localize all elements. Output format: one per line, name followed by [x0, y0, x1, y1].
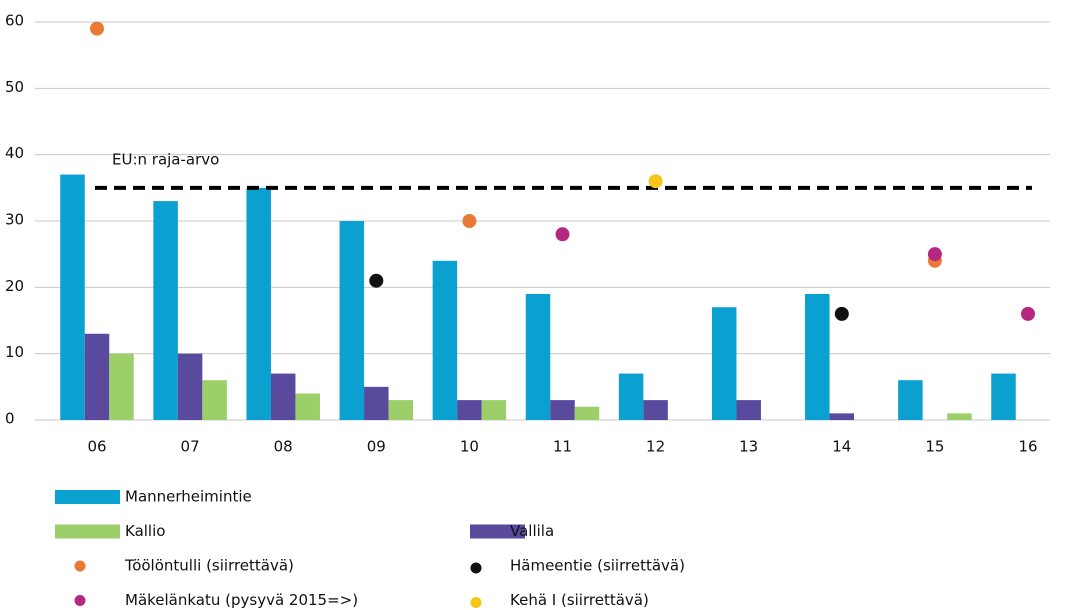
x-tick-label: 13 — [739, 438, 758, 456]
x-tick-label: 11 — [553, 438, 572, 456]
bar — [60, 174, 85, 420]
legend-label: Töölöntulli (siirrettävä) — [124, 557, 294, 575]
bar — [829, 413, 855, 420]
bar — [295, 393, 320, 420]
x-tick-label: 08 — [274, 438, 293, 456]
bar — [711, 307, 737, 420]
y-tick-label: 10 — [5, 343, 24, 361]
legend-marker — [470, 562, 482, 574]
bar — [339, 221, 365, 420]
bar — [481, 400, 507, 420]
bar — [643, 400, 668, 420]
bar — [457, 400, 482, 420]
bar — [84, 333, 110, 420]
bar — [991, 373, 1016, 420]
point — [462, 214, 477, 228]
x-tick-label: 07 — [181, 438, 200, 456]
legend-swatch — [55, 490, 120, 504]
bar — [153, 201, 178, 420]
x-tick-label: 15 — [925, 438, 944, 456]
bar — [388, 400, 414, 420]
bar — [525, 293, 551, 420]
bar — [202, 380, 227, 420]
bar — [736, 400, 761, 420]
x-tick-label: 09 — [367, 438, 386, 456]
bar — [109, 353, 134, 420]
x-tick-label: 10 — [460, 438, 479, 456]
bar — [246, 187, 271, 420]
legend-swatch — [55, 524, 120, 539]
point — [834, 306, 849, 321]
legend-marker — [470, 597, 482, 608]
bar — [432, 260, 458, 420]
legend-swatch — [470, 524, 525, 539]
point — [369, 273, 384, 288]
bar — [947, 413, 972, 420]
reference-label: EU:n raja-arvo — [112, 150, 219, 168]
y-tick-label: 20 — [5, 277, 24, 295]
bar — [618, 373, 644, 420]
x-tick-label: 16 — [1018, 438, 1037, 456]
legend-marker — [74, 560, 86, 572]
x-tick-label: 06 — [87, 438, 106, 456]
bar — [177, 353, 203, 420]
legend-label: Hämeentie (siirrettävä) — [510, 557, 685, 575]
legend-label: Mäkelänkatu (pysyvä 2015=>) — [125, 591, 358, 609]
legend-label: Vallila — [510, 522, 554, 540]
y-tick-label: 0 — [5, 410, 15, 428]
legend-label: Mannerheimintie — [125, 488, 252, 506]
bar — [364, 386, 389, 420]
y-tick-label: 30 — [5, 211, 24, 229]
bar — [805, 293, 830, 420]
legend-label: Kallio — [125, 522, 165, 540]
x-tick-label: 12 — [646, 438, 665, 456]
bar — [270, 373, 296, 420]
point — [927, 247, 942, 262]
point — [648, 174, 663, 189]
bar — [574, 406, 600, 420]
legend-label: Kehä I (siirrettävä) — [510, 591, 649, 609]
y-tick-label: 60 — [5, 12, 24, 30]
point — [555, 227, 570, 242]
bar — [898, 380, 923, 420]
legend-marker — [74, 595, 86, 606]
x-tick-label: 14 — [832, 438, 851, 456]
point — [90, 21, 104, 36]
bar — [550, 400, 575, 420]
point — [1021, 306, 1035, 321]
y-tick-label: 40 — [5, 144, 24, 162]
y-tick-label: 50 — [5, 78, 24, 96]
